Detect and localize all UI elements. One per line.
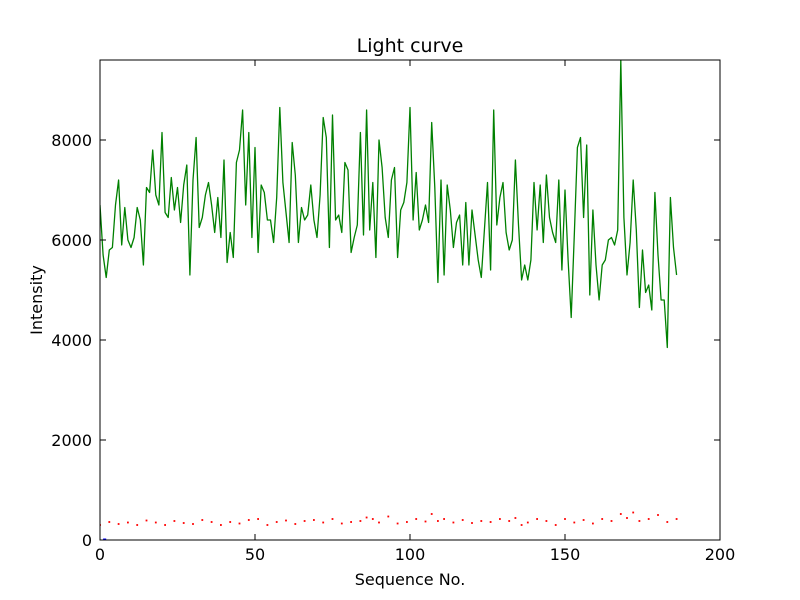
series-1-point	[164, 524, 166, 526]
chart-title: Light curve	[357, 35, 464, 57]
series-1-point	[545, 520, 548, 522]
x-tick-label: 150	[550, 545, 581, 564]
series-1-point	[430, 513, 433, 515]
series-1-point	[601, 518, 604, 520]
x-tick-label: 0	[95, 545, 105, 564]
series-1-point	[632, 511, 635, 514]
series-1-point	[573, 521, 576, 524]
y-tick-label: 2000	[51, 431, 92, 450]
series-1-point	[638, 520, 641, 522]
series-1-point	[396, 522, 399, 525]
series-1-point	[526, 521, 529, 524]
series-1-point	[619, 513, 622, 515]
series-1-point	[220, 524, 222, 526]
series-1-point	[359, 520, 362, 522]
series-1-point	[266, 524, 269, 526]
series-1-point	[489, 521, 492, 523]
series-1-point	[437, 520, 439, 522]
x-tick-label: 100	[395, 545, 426, 564]
series-1-point	[257, 518, 259, 520]
series-layer	[100, 60, 678, 540]
y-tick-label: 6000	[51, 231, 92, 250]
series-1-point	[378, 521, 380, 524]
series-1-point	[666, 521, 669, 523]
series-1-point	[387, 515, 390, 518]
series-1-point	[238, 522, 241, 525]
series-1-point	[610, 520, 613, 522]
x-tick-label: 50	[245, 545, 265, 564]
series-1-point	[182, 522, 185, 524]
series-1-point	[564, 518, 566, 520]
series-1-point	[536, 518, 538, 520]
plot-background	[100, 60, 720, 540]
series-1-point	[340, 522, 343, 525]
series-1-point	[424, 520, 427, 523]
series-1-point	[285, 519, 287, 522]
series-1-point	[675, 518, 678, 520]
plot-frame	[99, 59, 721, 541]
series-1-point	[322, 521, 325, 524]
series-1-point	[136, 524, 139, 526]
series-1-point	[201, 519, 204, 521]
series-1-point	[626, 517, 628, 519]
series-1-point	[520, 524, 523, 526]
series-1-point	[657, 514, 659, 516]
series-1-point	[554, 524, 557, 526]
series-1-point	[313, 519, 315, 521]
series-1-point	[154, 521, 157, 524]
series-1-point	[127, 521, 129, 524]
series-1-point	[173, 520, 176, 522]
y-tick-label: 0	[82, 531, 92, 550]
y-tick-label: 4000	[51, 331, 92, 350]
series-1-point	[406, 521, 408, 523]
series-1-point	[192, 523, 194, 525]
series-1-point	[452, 521, 455, 524]
y-axis-title: Intensity	[27, 265, 46, 335]
series-1-point	[461, 519, 464, 521]
series-1-point	[471, 522, 473, 524]
series-1-point	[499, 518, 501, 520]
series-1-point	[582, 519, 585, 521]
series-1-point	[145, 519, 148, 522]
series-1-point	[514, 517, 517, 519]
x-axis-title: Sequence No.	[355, 570, 466, 589]
series-1-point	[303, 520, 306, 522]
series-1-point	[210, 521, 213, 523]
series-1-point	[294, 523, 297, 525]
series-1-point	[247, 519, 250, 521]
series-1-point	[229, 521, 232, 523]
series-1-point	[371, 518, 374, 520]
series-1-point	[592, 522, 594, 525]
series-1-point	[365, 516, 368, 519]
series-1-point	[350, 521, 352, 523]
series-1-point	[480, 520, 483, 522]
series-1-point	[647, 518, 650, 520]
series-0-line	[100, 60, 678, 349]
series-1-point	[275, 521, 278, 523]
series-1-point	[331, 518, 334, 520]
series-1-point	[117, 523, 120, 525]
x-tick-label: 200	[705, 545, 736, 564]
y-tick-label: 8000	[51, 131, 92, 150]
series-1-point	[508, 520, 511, 522]
series-1-point	[443, 518, 445, 520]
series-1-point	[415, 518, 418, 520]
series-1-point	[108, 521, 111, 523]
